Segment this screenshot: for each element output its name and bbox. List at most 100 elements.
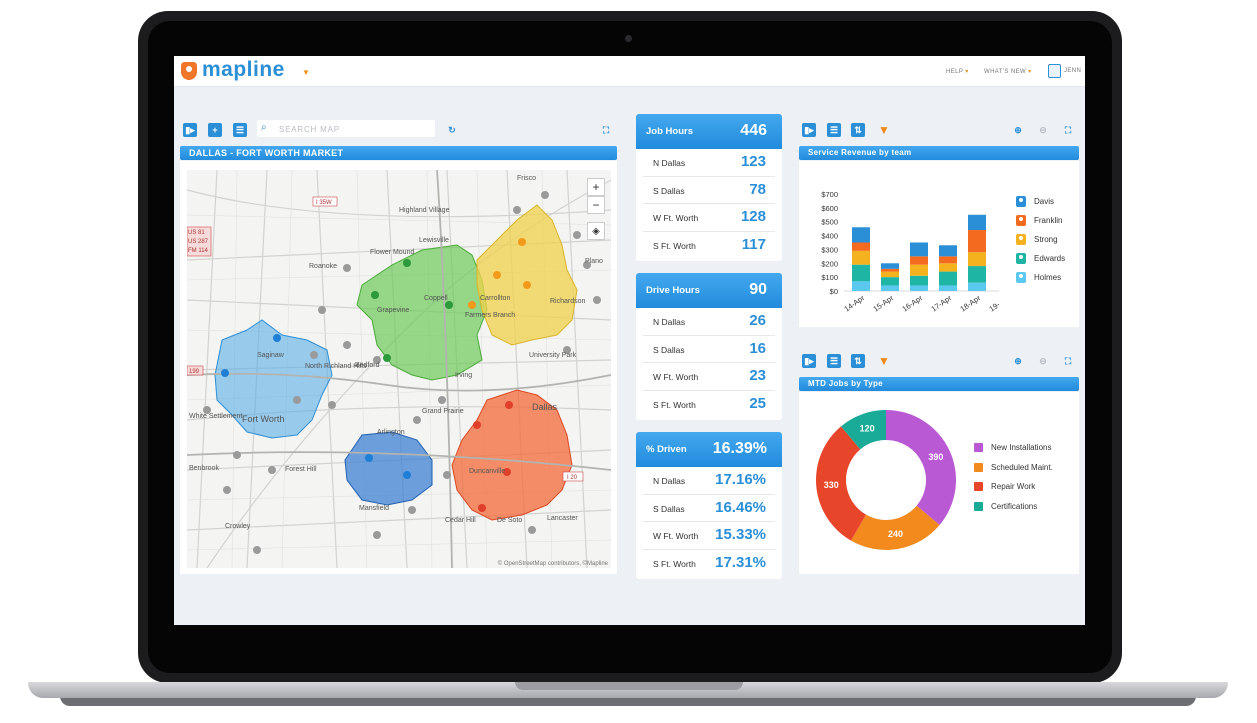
bar-segment[interactable] bbox=[968, 266, 986, 283]
table-view-icon[interactable]: ☰ bbox=[233, 123, 247, 137]
legend-item[interactable]: Franklin bbox=[1016, 215, 1062, 226]
bar-segment[interactable] bbox=[968, 252, 986, 267]
fullscreen-icon[interactable]: ⛶ bbox=[602, 124, 610, 135]
territory-dallas[interactable] bbox=[451, 389, 573, 521]
row-value: 26 bbox=[749, 312, 766, 329]
zoom-in-icon[interactable]: ⊕ bbox=[1014, 124, 1022, 135]
card-header: Drive Hours 90 bbox=[636, 273, 782, 308]
filter-icon[interactable]: ▼ bbox=[878, 123, 890, 137]
city-label: White Settlement bbox=[189, 413, 242, 420]
whats-new-menu[interactable]: WHAT'S NEW ▾ bbox=[984, 68, 1032, 75]
territory-richardson[interactable] bbox=[476, 204, 578, 346]
bar-segment[interactable] bbox=[939, 271, 957, 286]
city-label: Highland Village bbox=[399, 207, 450, 214]
legend-item[interactable]: Edwards bbox=[1016, 253, 1065, 264]
donut-slice[interactable] bbox=[816, 426, 866, 541]
donut-slice[interactable] bbox=[841, 410, 886, 450]
legend-item[interactable]: Davis bbox=[1016, 196, 1054, 207]
app-logo[interactable]: mapline bbox=[202, 58, 285, 81]
legend-label: Davis bbox=[1034, 197, 1055, 206]
bar-segment[interactable] bbox=[852, 242, 870, 251]
legend-item[interactable]: Holmes bbox=[1016, 272, 1061, 283]
row-label: S Ft. Worth bbox=[653, 558, 696, 569]
sidebar-toggle-icon[interactable]: ▮▸ bbox=[802, 354, 816, 368]
bar-segment[interactable] bbox=[881, 268, 899, 272]
zoom-in-icon[interactable]: ⊕ bbox=[1014, 355, 1022, 366]
bar-segment[interactable] bbox=[881, 285, 899, 291]
zoom-in-button[interactable]: + bbox=[587, 178, 605, 196]
territory-arlington[interactable] bbox=[344, 431, 433, 506]
bar-segment[interactable] bbox=[939, 256, 957, 264]
city-label: Duncanville bbox=[469, 468, 505, 475]
bar-segment[interactable] bbox=[852, 227, 870, 243]
fullscreen-icon[interactable]: ⛶ bbox=[1064, 355, 1072, 366]
zoom-out-icon[interactable]: ⊖ bbox=[1039, 124, 1047, 135]
y-tick-label: $600 bbox=[821, 204, 838, 213]
city-label: Fort Worth bbox=[242, 414, 284, 424]
city-label: Benbrook bbox=[189, 465, 219, 472]
sort-icon[interactable]: ⇅ bbox=[851, 123, 865, 137]
stat-card-percent-driven: % Driven 16.39% N Dallas 17.16% S Dallas 1… bbox=[636, 432, 782, 579]
person-icon bbox=[1016, 215, 1026, 226]
bar-segment[interactable] bbox=[852, 250, 870, 265]
help-menu[interactable]: HELP ▾ bbox=[946, 68, 969, 75]
city-label: Crowley bbox=[225, 523, 251, 530]
bar-segment[interactable] bbox=[939, 245, 957, 257]
chevron-down-icon[interactable]: ▼ bbox=[302, 68, 310, 77]
bar-segment[interactable] bbox=[939, 285, 957, 291]
city-label: Mansfield bbox=[359, 505, 389, 512]
bar-segment[interactable] bbox=[910, 256, 928, 265]
bar-segment[interactable] bbox=[910, 242, 928, 257]
bar-segment[interactable] bbox=[852, 281, 870, 291]
sort-icon[interactable]: ⇅ bbox=[851, 354, 865, 368]
bar-segment[interactable] bbox=[968, 230, 986, 253]
refresh-icon[interactable]: ↻ bbox=[448, 124, 456, 135]
table-view-icon[interactable]: ☰ bbox=[827, 354, 841, 368]
sidebar-toggle-icon[interactable]: ▮▸ bbox=[802, 123, 816, 137]
search-icon: ⌕ bbox=[261, 122, 267, 133]
legend-item[interactable]: New Installations bbox=[974, 443, 1051, 452]
bar-segment[interactable] bbox=[939, 263, 957, 272]
bar-segment[interactable] bbox=[881, 277, 899, 286]
locate-icon[interactable]: ◈ bbox=[587, 222, 605, 240]
bar-segment[interactable] bbox=[968, 282, 986, 291]
fullscreen-icon[interactable]: ⛶ bbox=[1064, 124, 1072, 135]
zoom-out-button[interactable]: − bbox=[587, 196, 605, 214]
city-label: De Soto bbox=[497, 517, 522, 524]
bar-segment[interactable] bbox=[968, 214, 986, 231]
bar-segment[interactable] bbox=[852, 264, 870, 282]
city-label: Bedford bbox=[355, 362, 380, 369]
logo-pin-icon[interactable] bbox=[181, 62, 197, 80]
row-value: 128 bbox=[740, 208, 766, 225]
sidebar-toggle-icon[interactable]: ▮▸ bbox=[183, 123, 197, 137]
search-box[interactable]: ⌕ bbox=[257, 120, 435, 137]
x-tick-label: 18-Apr bbox=[959, 293, 983, 314]
row-label: S Ft. Worth bbox=[653, 240, 696, 251]
filter-icon[interactable]: ▼ bbox=[878, 354, 890, 368]
bar-segment[interactable] bbox=[881, 263, 899, 269]
donut-slice[interactable] bbox=[851, 505, 940, 550]
city-label: Cedar Hill bbox=[445, 517, 476, 524]
donut-slice[interactable] bbox=[886, 410, 956, 525]
user-avatar-icon[interactable] bbox=[1048, 64, 1061, 78]
legend-swatch bbox=[974, 443, 983, 452]
table-view-icon[interactable]: ☰ bbox=[827, 123, 841, 137]
bar-segment[interactable] bbox=[881, 271, 899, 278]
legend-item[interactable]: Certifications bbox=[974, 501, 1037, 511]
territory-map[interactable]: Frisco Lewisville Highland Village Flowe… bbox=[187, 170, 611, 568]
row-label: N Dallas bbox=[653, 158, 686, 168]
bar-segment[interactable] bbox=[910, 264, 928, 276]
bar-segment[interactable] bbox=[910, 275, 928, 286]
legend-item[interactable]: Repair Work bbox=[974, 482, 1035, 491]
legend-item[interactable]: Scheduled Maint. bbox=[974, 462, 1053, 472]
city-label: Grand Prairie bbox=[422, 408, 464, 415]
bar-segment[interactable] bbox=[910, 285, 928, 291]
user-name[interactable]: JENN bbox=[1064, 68, 1082, 74]
city-label: Forest Hill bbox=[285, 466, 317, 473]
add-icon[interactable]: + bbox=[208, 123, 222, 137]
legend-item[interactable]: Strong bbox=[1016, 234, 1058, 245]
zoom-out-icon[interactable]: ⊖ bbox=[1039, 355, 1047, 366]
territory-fort-worth[interactable] bbox=[214, 319, 333, 439]
search-map-input[interactable] bbox=[277, 121, 431, 137]
territory-grapevine[interactable] bbox=[356, 244, 488, 381]
